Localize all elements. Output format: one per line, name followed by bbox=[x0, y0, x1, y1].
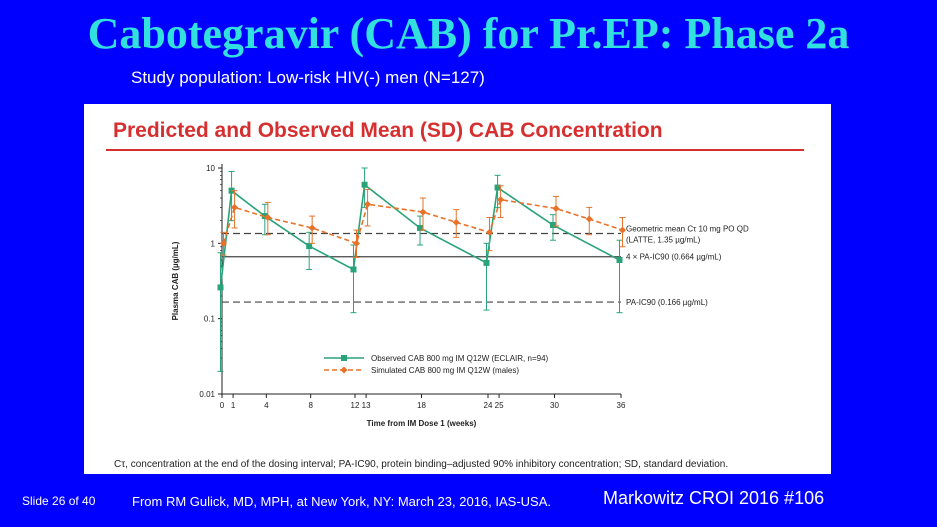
simulated-point bbox=[264, 214, 272, 222]
y-tick-label: 0.01 bbox=[199, 390, 215, 399]
chart-panel: Predicted and Observed Mean (SD) CAB Con… bbox=[84, 104, 831, 474]
simulated-point bbox=[308, 224, 316, 232]
legend-label: Observed CAB 800 mg IM Q12W (ECLAIR, n=9… bbox=[371, 354, 549, 363]
observed-point bbox=[217, 284, 224, 291]
x-tick-label: 8 bbox=[308, 401, 313, 410]
simulated-point bbox=[552, 204, 560, 212]
reference-label: Geometric mean Cτ 10 mg PO QD bbox=[626, 225, 749, 234]
x-tick-label: 30 bbox=[550, 401, 559, 410]
y-tick-label: 1 bbox=[211, 239, 216, 248]
y-tick-label: 10 bbox=[206, 164, 215, 173]
slide-title: Cabotegravir (CAB) for Pr.EP: Phase 2a bbox=[87, 9, 850, 58]
simulated-point bbox=[419, 208, 427, 216]
simulated-point bbox=[452, 218, 460, 226]
simulated-point bbox=[353, 239, 360, 247]
x-tick-label: 0 bbox=[220, 401, 225, 410]
observed-point bbox=[616, 257, 623, 264]
simulated-point bbox=[585, 215, 593, 223]
simulated-point bbox=[220, 239, 227, 247]
study-reference: Markowitz CROI 2016 #106 bbox=[603, 488, 825, 508]
observed-point bbox=[417, 224, 423, 231]
observed-point bbox=[483, 259, 490, 266]
observed-point bbox=[261, 213, 268, 220]
observed-point bbox=[350, 266, 357, 273]
reference-label: PA-IC90 (0.166 µg/mL) bbox=[626, 298, 708, 307]
simulated-point bbox=[231, 203, 239, 211]
observed-point bbox=[361, 181, 368, 188]
slide-number: Slide 26 of 40 bbox=[22, 494, 96, 508]
source-citation: From RM Gulick, MD, MPH, at New York, NY… bbox=[132, 494, 552, 509]
legend-simulated-marker bbox=[340, 366, 348, 374]
simulated-point bbox=[497, 196, 505, 204]
legend-observed-marker bbox=[341, 355, 347, 361]
slide-subtitle: Study population: Low-risk HIV(-) men (N… bbox=[131, 68, 485, 87]
x-tick-label: 4 bbox=[264, 401, 269, 410]
x-tick-label: 12 bbox=[351, 401, 360, 410]
title-divider bbox=[106, 149, 804, 151]
reference-label: 4 × PA-IC90 (0.664 µg/mL) bbox=[626, 253, 722, 262]
x-axis-label: Time from IM Dose 1 (weeks) bbox=[367, 419, 477, 428]
chart-title: Predicted and Observed Mean (SD) CAB Con… bbox=[113, 119, 663, 142]
x-tick-label: 36 bbox=[617, 401, 626, 410]
simulated-point bbox=[364, 200, 372, 208]
y-tick-label: 0.1 bbox=[204, 315, 216, 324]
observed-point bbox=[550, 222, 556, 229]
observed-point bbox=[494, 184, 501, 191]
observed-point bbox=[306, 243, 313, 250]
x-tick-label: 24 bbox=[484, 401, 493, 410]
x-tick-label: 25 bbox=[495, 401, 504, 410]
simulated-point bbox=[619, 226, 626, 234]
x-tick-label: 18 bbox=[417, 401, 426, 410]
legend-label: Simulated CAB 800 mg IM Q12W (males) bbox=[371, 366, 519, 375]
reference-label: (LATTE, 1.35 µg/mL) bbox=[626, 236, 701, 245]
chart-footnote: Cτ, concentration at the end of the dosi… bbox=[114, 459, 729, 470]
x-tick-label: 1 bbox=[231, 401, 236, 410]
simulated-point bbox=[486, 228, 493, 236]
x-tick-label: 13 bbox=[362, 401, 371, 410]
y-axis-label: Plasma CAB (µg/mL) bbox=[171, 241, 180, 320]
